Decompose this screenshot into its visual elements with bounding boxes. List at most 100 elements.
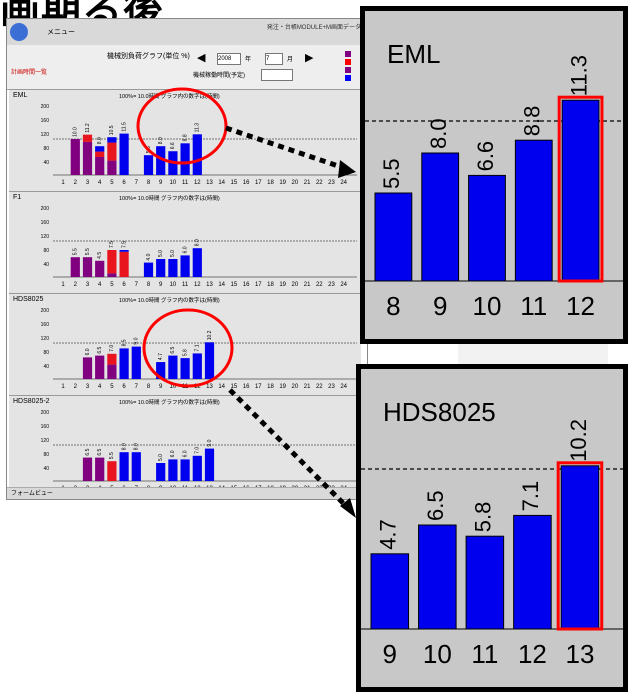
- x-tick-label: 6: [122, 384, 126, 390]
- zoom-bar-value-label: 5.8: [471, 502, 496, 533]
- x-tick-label: 7: [135, 180, 139, 186]
- form-title: 機械別負荷グラフ(単位 %): [107, 53, 190, 60]
- x-tick-label: 8: [147, 282, 151, 288]
- x-tick-label: 1: [61, 180, 65, 186]
- x-tick-label: 18: [267, 384, 274, 390]
- zoom-bar: [561, 99, 600, 282]
- bar-segment-blue: [168, 151, 178, 175]
- zoom-bar: [374, 192, 413, 282]
- x-tick-label: 12: [194, 384, 201, 390]
- zoom-x-tick-label: 13: [566, 639, 595, 669]
- bar-value-label: 7.5: [109, 241, 115, 248]
- menu-label[interactable]: メニュー: [47, 29, 75, 36]
- bar-segment-blue: [119, 133, 129, 175]
- x-tick-label: 16: [243, 180, 250, 186]
- bar-value-label: 6.5: [97, 448, 103, 455]
- x-tick-label: 15: [231, 282, 238, 288]
- x-tick-label: 10: [170, 180, 177, 186]
- bar-segment-blue: [204, 342, 215, 379]
- bar-segment-blue: [192, 134, 202, 175]
- zoom-x-tick-label: 12: [566, 291, 595, 321]
- x-tick-label: 13: [206, 282, 213, 288]
- zoom-bar-value-label: 5.5: [379, 158, 404, 189]
- bar-value-label: 6.0: [182, 246, 188, 253]
- filter-select[interactable]: [261, 69, 293, 81]
- bar-value-label: 6.0: [85, 348, 91, 355]
- x-tick-label: 9: [159, 384, 163, 390]
- bar-value-label: 5.5: [109, 452, 115, 459]
- x-tick-label: 13: [206, 384, 213, 390]
- year-input[interactable]: 2008: [217, 53, 241, 65]
- month-input[interactable]: 7: [265, 53, 283, 65]
- bar-segment-blue: [192, 248, 202, 277]
- bar-segment-purple: [82, 141, 93, 175]
- chart-panel-hds8025-2: HDS8025-2 100%= 10.0時間 グラフ内の数字は(時間) 200 160…: [9, 395, 361, 498]
- bar-segment-blue: [168, 459, 178, 481]
- bar-value-label: 5.5: [85, 248, 91, 255]
- bar-value-label: 10.0: [73, 127, 79, 137]
- x-tick-label: 24: [340, 384, 347, 390]
- bar-segment-blue: [180, 143, 190, 175]
- zoom-chart: 4.7 9 6.5 10 5.8 11 7.1 12 10.2 13: [361, 419, 623, 669]
- panel-machine-name: F1: [13, 194, 22, 201]
- x-tick-label: 8: [147, 384, 151, 390]
- legend-swatch-1: [345, 51, 351, 57]
- next-month-button[interactable]: ▶: [305, 52, 314, 64]
- x-tick-label: 15: [231, 180, 238, 186]
- chart-panel-f1: F1 100%= 10.0時間 グラフ内の数字は(時間) 200 160 120 80 40…: [9, 191, 361, 294]
- bar-segment-purple: [82, 357, 93, 379]
- x-tick-label: 13: [206, 180, 213, 186]
- zoom-hds-title: HDS8025: [383, 397, 496, 427]
- x-tick-label: 23: [328, 282, 335, 288]
- status-bar: フォームビュー: [7, 487, 367, 499]
- bar-value-label: 11.5: [121, 122, 127, 132]
- y-tick-label: 120: [41, 438, 50, 444]
- prev-month-button[interactable]: ◀: [197, 52, 206, 64]
- zoom-x-tick-label: 10: [423, 639, 452, 669]
- app-logo-icon[interactable]: [10, 23, 28, 41]
- y-tick-label: 80: [43, 146, 49, 152]
- y-tick-label: 200: [41, 104, 50, 110]
- panel-scale-info: 100%= 10.0時間 グラフ内の数字は(時間): [119, 298, 220, 304]
- bar-segment-red: [107, 353, 117, 365]
- panel-scale-info: 100%= 10.0時間 グラフ内の数字は(時間): [119, 196, 220, 202]
- title-bar: メニュー 発注・台帳MODULE+M画面データ: [7, 19, 367, 46]
- bar-value-label: 6.0: [170, 450, 176, 457]
- x-tick-label: 19: [279, 180, 286, 186]
- bar-segment-blue: [131, 346, 141, 379]
- y-tick-label: 80: [43, 350, 49, 356]
- bar-segment-blue: [168, 259, 178, 277]
- bar-segment-blue: [180, 255, 190, 277]
- legend-swatch-2: [345, 59, 351, 65]
- bar-segment-red: [95, 151, 105, 157]
- year-label: 年: [245, 57, 252, 63]
- x-tick-label: 21: [304, 180, 311, 186]
- y-tick-label: 80: [43, 452, 49, 458]
- bar-segment-purple: [95, 457, 105, 481]
- x-tick-label: 22: [316, 282, 323, 288]
- x-tick-label: 4: [98, 384, 102, 390]
- panel-chart: 2001601208040123456789101112131415161718…: [41, 410, 357, 492]
- x-tick-label: 6: [122, 180, 126, 186]
- bar-segment-purple: [107, 273, 117, 277]
- x-tick-label: 22: [316, 384, 323, 390]
- x-tick-label: 23: [328, 180, 335, 186]
- y-tick-label: 120: [41, 336, 50, 342]
- zoom-x-tick-label: 12: [518, 639, 547, 669]
- x-tick-label: 4: [98, 180, 102, 186]
- panel-scale-info: 100%= 10.0時間 グラフ内の数字は(時間): [119, 400, 220, 406]
- x-tick-label: 2: [74, 384, 78, 390]
- x-tick-label: 7: [135, 282, 139, 288]
- zoom-bar-value-label: 8.8: [520, 106, 545, 137]
- y-tick-label: 200: [41, 410, 50, 416]
- bar-value-label: 7.0: [109, 345, 115, 352]
- bar-value-label: 10.5: [109, 125, 115, 135]
- bar-segment-blue: [180, 459, 190, 481]
- zoom-bar: [370, 553, 410, 630]
- y-tick-label: 40: [43, 262, 49, 268]
- bar-segment-purple: [70, 257, 80, 277]
- bar-segment-blue: [143, 155, 154, 175]
- x-tick-label: 5: [110, 180, 114, 186]
- x-tick-label: 17: [255, 384, 262, 390]
